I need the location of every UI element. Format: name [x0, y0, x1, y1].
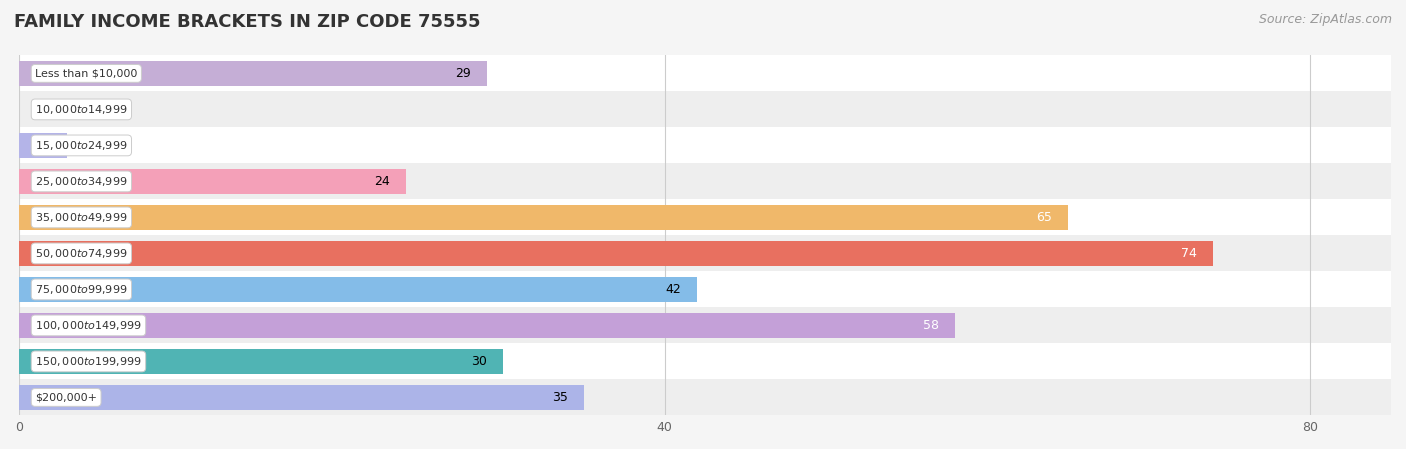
Text: $50,000 to $74,999: $50,000 to $74,999 — [35, 247, 128, 260]
Bar — [20, 308, 1391, 343]
Text: $150,000 to $199,999: $150,000 to $199,999 — [35, 355, 142, 368]
Bar — [20, 379, 1391, 415]
Text: $100,000 to $149,999: $100,000 to $149,999 — [35, 319, 142, 332]
Text: $25,000 to $34,999: $25,000 to $34,999 — [35, 175, 128, 188]
Text: 35: 35 — [553, 391, 568, 404]
Text: $10,000 to $14,999: $10,000 to $14,999 — [35, 103, 128, 116]
Text: 65: 65 — [1036, 211, 1052, 224]
Bar — [20, 349, 503, 374]
Bar — [20, 385, 583, 409]
Bar — [20, 241, 1213, 266]
Text: Less than $10,000: Less than $10,000 — [35, 68, 138, 79]
Text: 29: 29 — [456, 67, 471, 80]
Text: 58: 58 — [924, 319, 939, 332]
Text: $200,000+: $200,000+ — [35, 392, 97, 402]
Bar — [20, 313, 955, 338]
Bar — [20, 272, 1391, 308]
Bar — [20, 92, 1391, 128]
Text: $75,000 to $99,999: $75,000 to $99,999 — [35, 283, 128, 296]
Text: 42: 42 — [665, 283, 681, 296]
Bar — [20, 199, 1391, 235]
Bar — [20, 55, 1391, 92]
Bar — [20, 133, 67, 158]
Text: 24: 24 — [374, 175, 391, 188]
Bar — [20, 235, 1391, 272]
Text: 0: 0 — [35, 103, 44, 116]
Text: 3: 3 — [83, 139, 91, 152]
Text: $15,000 to $24,999: $15,000 to $24,999 — [35, 139, 128, 152]
Bar — [20, 169, 406, 194]
Bar — [20, 128, 1391, 163]
Bar — [20, 61, 486, 86]
Bar — [20, 163, 1391, 199]
Text: 74: 74 — [1181, 247, 1198, 260]
Text: Source: ZipAtlas.com: Source: ZipAtlas.com — [1258, 13, 1392, 26]
Text: 30: 30 — [471, 355, 486, 368]
Bar — [20, 205, 1069, 230]
Bar — [20, 277, 697, 302]
Text: FAMILY INCOME BRACKETS IN ZIP CODE 75555: FAMILY INCOME BRACKETS IN ZIP CODE 75555 — [14, 13, 481, 31]
Text: $35,000 to $49,999: $35,000 to $49,999 — [35, 211, 128, 224]
Bar — [20, 343, 1391, 379]
